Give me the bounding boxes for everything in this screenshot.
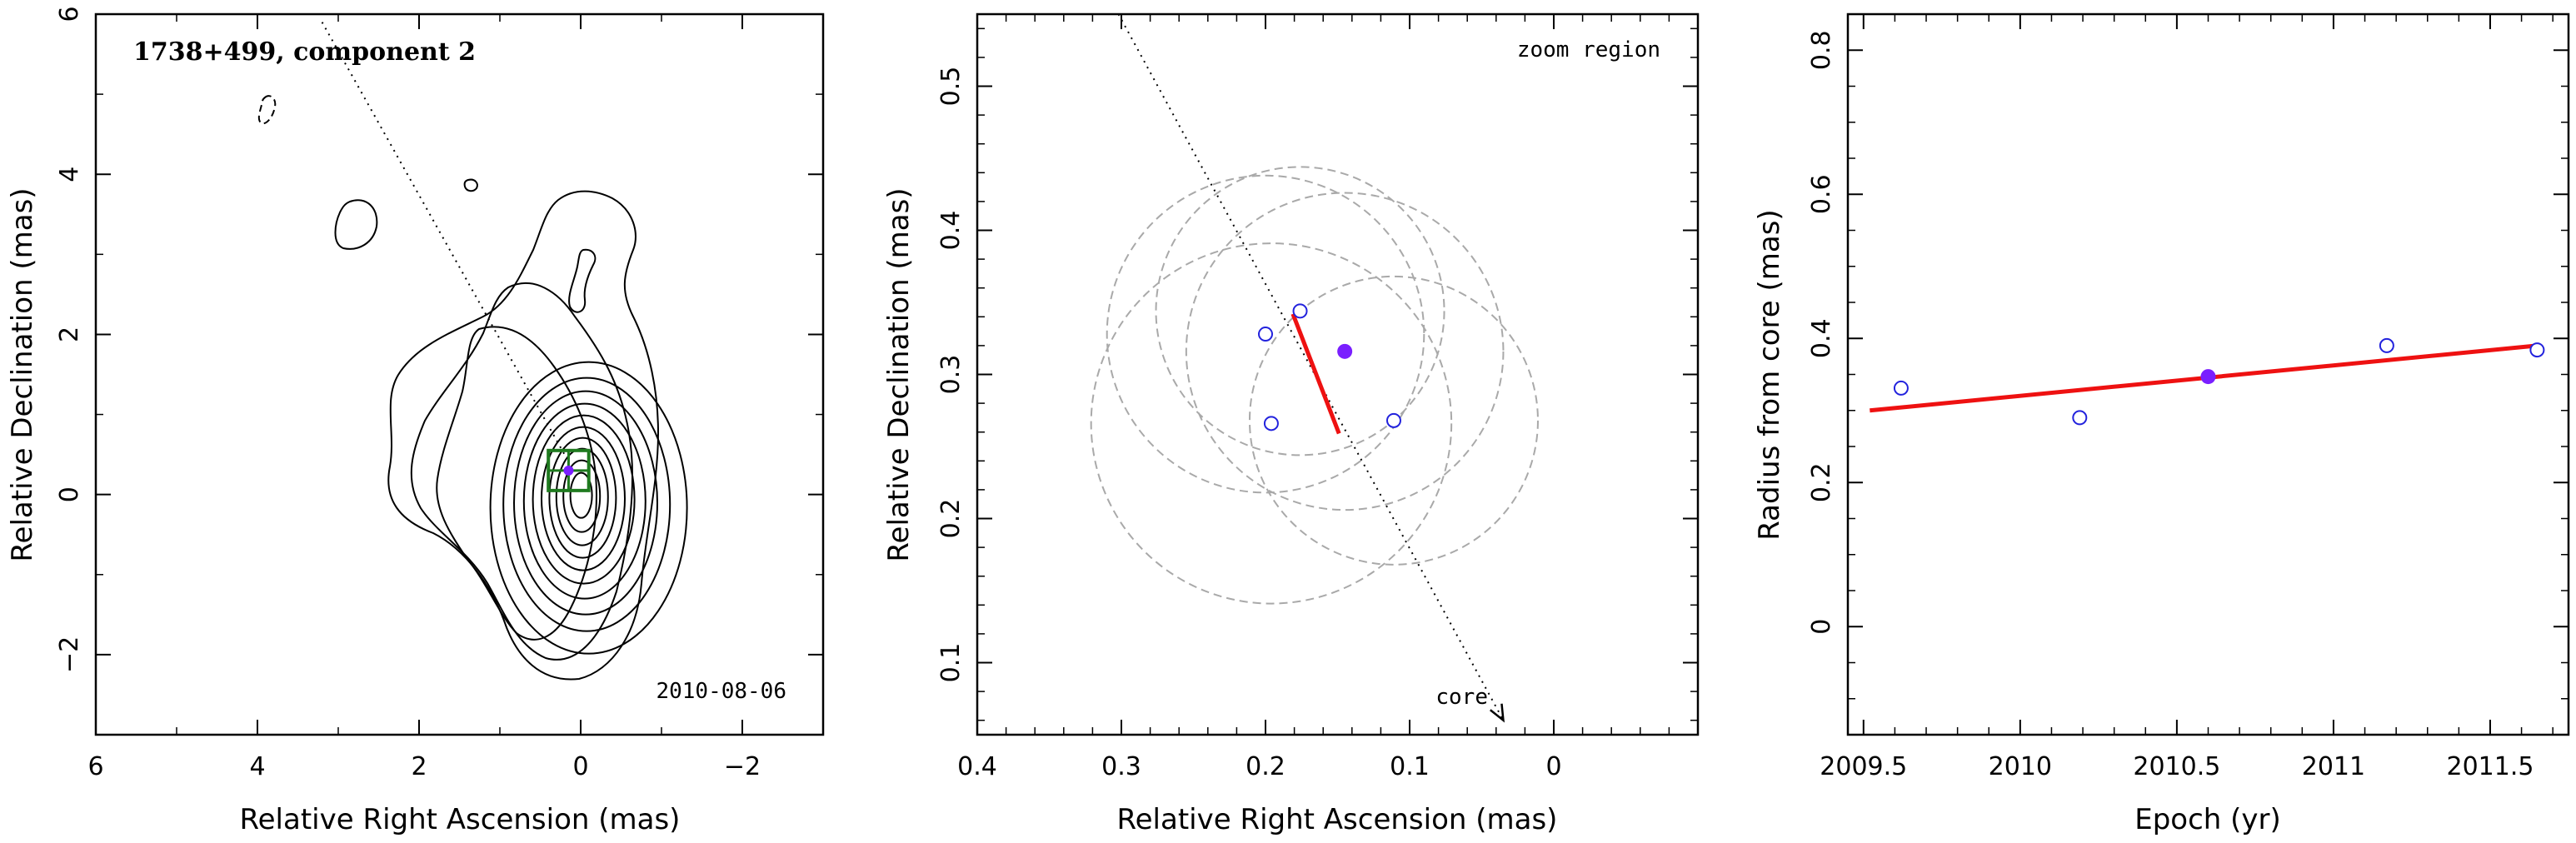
panel-radius-xtick-label: 2011	[2302, 752, 2365, 781]
panel-zoom-xlabel: Relative Right Ascension (mas)	[1117, 803, 1558, 836]
core-arrow-label: core	[1435, 685, 1488, 710]
panel-map-xtick-label: 4	[249, 752, 265, 781]
highlighted-point	[2200, 369, 2216, 385]
data-point	[2379, 337, 2394, 353]
panel-map-ticks: 6 4 2 0 −2 −2 0 2 4 6	[55, 6, 824, 781]
panel-map-xtick-label: 2	[411, 752, 427, 781]
panel-map-xtick-label: 0	[572, 752, 588, 781]
contour-level	[541, 426, 626, 571]
radius-plot	[1870, 337, 2545, 426]
contour-level-outer	[436, 326, 597, 641]
panel-zoom-ytick-label: 0.1	[936, 643, 966, 683]
contour-level-outer	[410, 282, 634, 661]
contour-negative	[257, 95, 277, 125]
contour-level	[532, 414, 636, 585]
error-circle	[1248, 275, 1539, 566]
contour-island	[334, 199, 378, 250]
trajectory-line	[321, 22, 566, 456]
contour-level	[502, 377, 671, 632]
panel-zoom-ytick-label: 0.3	[936, 355, 966, 395]
panel-zoom-ticks: 0.4 0.3 0.2 0.1 0 0.1 0.2 0.3 0.4 0.5	[936, 14, 1699, 781]
panel-map-xtick-label: −2	[724, 752, 761, 781]
contour-level	[569, 471, 593, 519]
contour-map	[257, 95, 688, 681]
data-point	[1893, 380, 1909, 396]
zoom-plot	[1090, 13, 1539, 723]
contour-level	[513, 390, 658, 616]
panel-zoom-xtick-label: 0.2	[1246, 752, 1286, 781]
epoch-point	[1292, 303, 1308, 319]
panel-zoom-frame	[976, 12, 1700, 736]
contour-level	[562, 459, 602, 533]
panel-radius-ylabel: Radius from core (mas)	[1753, 209, 1786, 540]
panel-map-ylabel: Relative Declination (mas)	[6, 187, 39, 561]
epoch-point	[1263, 416, 1279, 431]
panel-map-ytick-label: 0	[55, 486, 84, 502]
data-point	[2529, 342, 2545, 358]
map-overlays	[321, 22, 591, 492]
panel-zoom-ytick-label: 0.4	[936, 211, 966, 251]
panel-zoom-ytick-label: 0.2	[936, 499, 966, 539]
panel-zoom-ytick-label: 0.5	[936, 67, 966, 107]
contour-level	[522, 402, 646, 600]
panel-map-ytick-label: 6	[55, 6, 84, 22]
epoch-point	[1258, 327, 1273, 342]
panel-radius-ytick-label: 0.6	[1807, 174, 1836, 214]
highlighted-point	[1337, 343, 1353, 359]
panel-radius-xtick-label: 2010.5	[2133, 752, 2220, 781]
panel-radius-xtick-label: 2009.5	[1820, 752, 1907, 781]
error-circle	[1185, 192, 1505, 511]
core-arrow-head	[1490, 703, 1505, 723]
panel-radius-xtick-label: 2010	[1989, 752, 2052, 781]
panel-radius-ytick-label: 0	[1807, 619, 1836, 635]
component-marker	[563, 465, 574, 476]
panel-map-date: 2010-08-06	[656, 679, 786, 704]
panel-map-ytick-label: −2	[55, 636, 84, 673]
error-circle	[1090, 242, 1453, 605]
contour-island	[568, 248, 597, 313]
fit-segment	[1290, 312, 1341, 435]
panel-radius-ytick-label: 0.4	[1807, 318, 1836, 358]
error-circle	[1155, 166, 1445, 456]
panel-map-xlabel: Relative Right Ascension (mas)	[240, 803, 681, 836]
panel-radius: 2009.5 2010 2010.5 2011 2011.500.20.40.60.8 …	[1753, 12, 2570, 836]
contour-island	[463, 178, 478, 192]
panel-radius-ticks: 2009.5 2010 2010.5 2011 2011.5 0 0.2 0.4 0.6 0.8	[1807, 14, 2569, 781]
panel-zoom: 0.4 0.3 0.2 0.1 0 0.1 0.2 0.3 0.4 0.5 zoom region…	[882, 12, 1700, 836]
panel-zoom-xtick-label: 0.4	[957, 752, 997, 781]
contour-level	[489, 361, 688, 655]
panel-map-ytick-label: 2	[55, 327, 84, 342]
epoch-point	[1385, 412, 1401, 428]
panel-radius-xtick-label: 2011.5	[2446, 752, 2534, 781]
panel-zoom-ylabel: Relative Declination (mas)	[882, 187, 916, 561]
panel-radius-ytick-label: 0.2	[1807, 462, 1836, 502]
panel-map-title: 1738+499, component 2	[133, 37, 476, 67]
panel-radius-ytick-label: 0.8	[1807, 30, 1836, 70]
contour-level	[555, 447, 609, 546]
panel-map-frame	[94, 12, 825, 736]
panel-map-ytick-label: 4	[55, 167, 84, 182]
panel-zoom-xtick-label: 0.3	[1101, 752, 1141, 781]
core-arrow-line	[1117, 13, 1505, 721]
panel-zoom-annotation: zoom region	[1517, 37, 1660, 62]
data-point	[2072, 410, 2088, 426]
panel-zoom-xtick-label: 0.1	[1390, 752, 1430, 781]
panel-map-xtick-label: 6	[87, 752, 103, 781]
error-circle	[1106, 174, 1425, 494]
panel-radius-xlabel: Epoch (yr)	[2134, 803, 2281, 836]
panel-zoom-xtick-label: 0	[1545, 752, 1561, 781]
contour-level-outer	[387, 190, 660, 681]
panel-map: 6 4 2 0 −2 −2 0 2 4 6 1738+499, component 2 2010-…	[6, 6, 825, 836]
contour-level	[548, 436, 617, 559]
